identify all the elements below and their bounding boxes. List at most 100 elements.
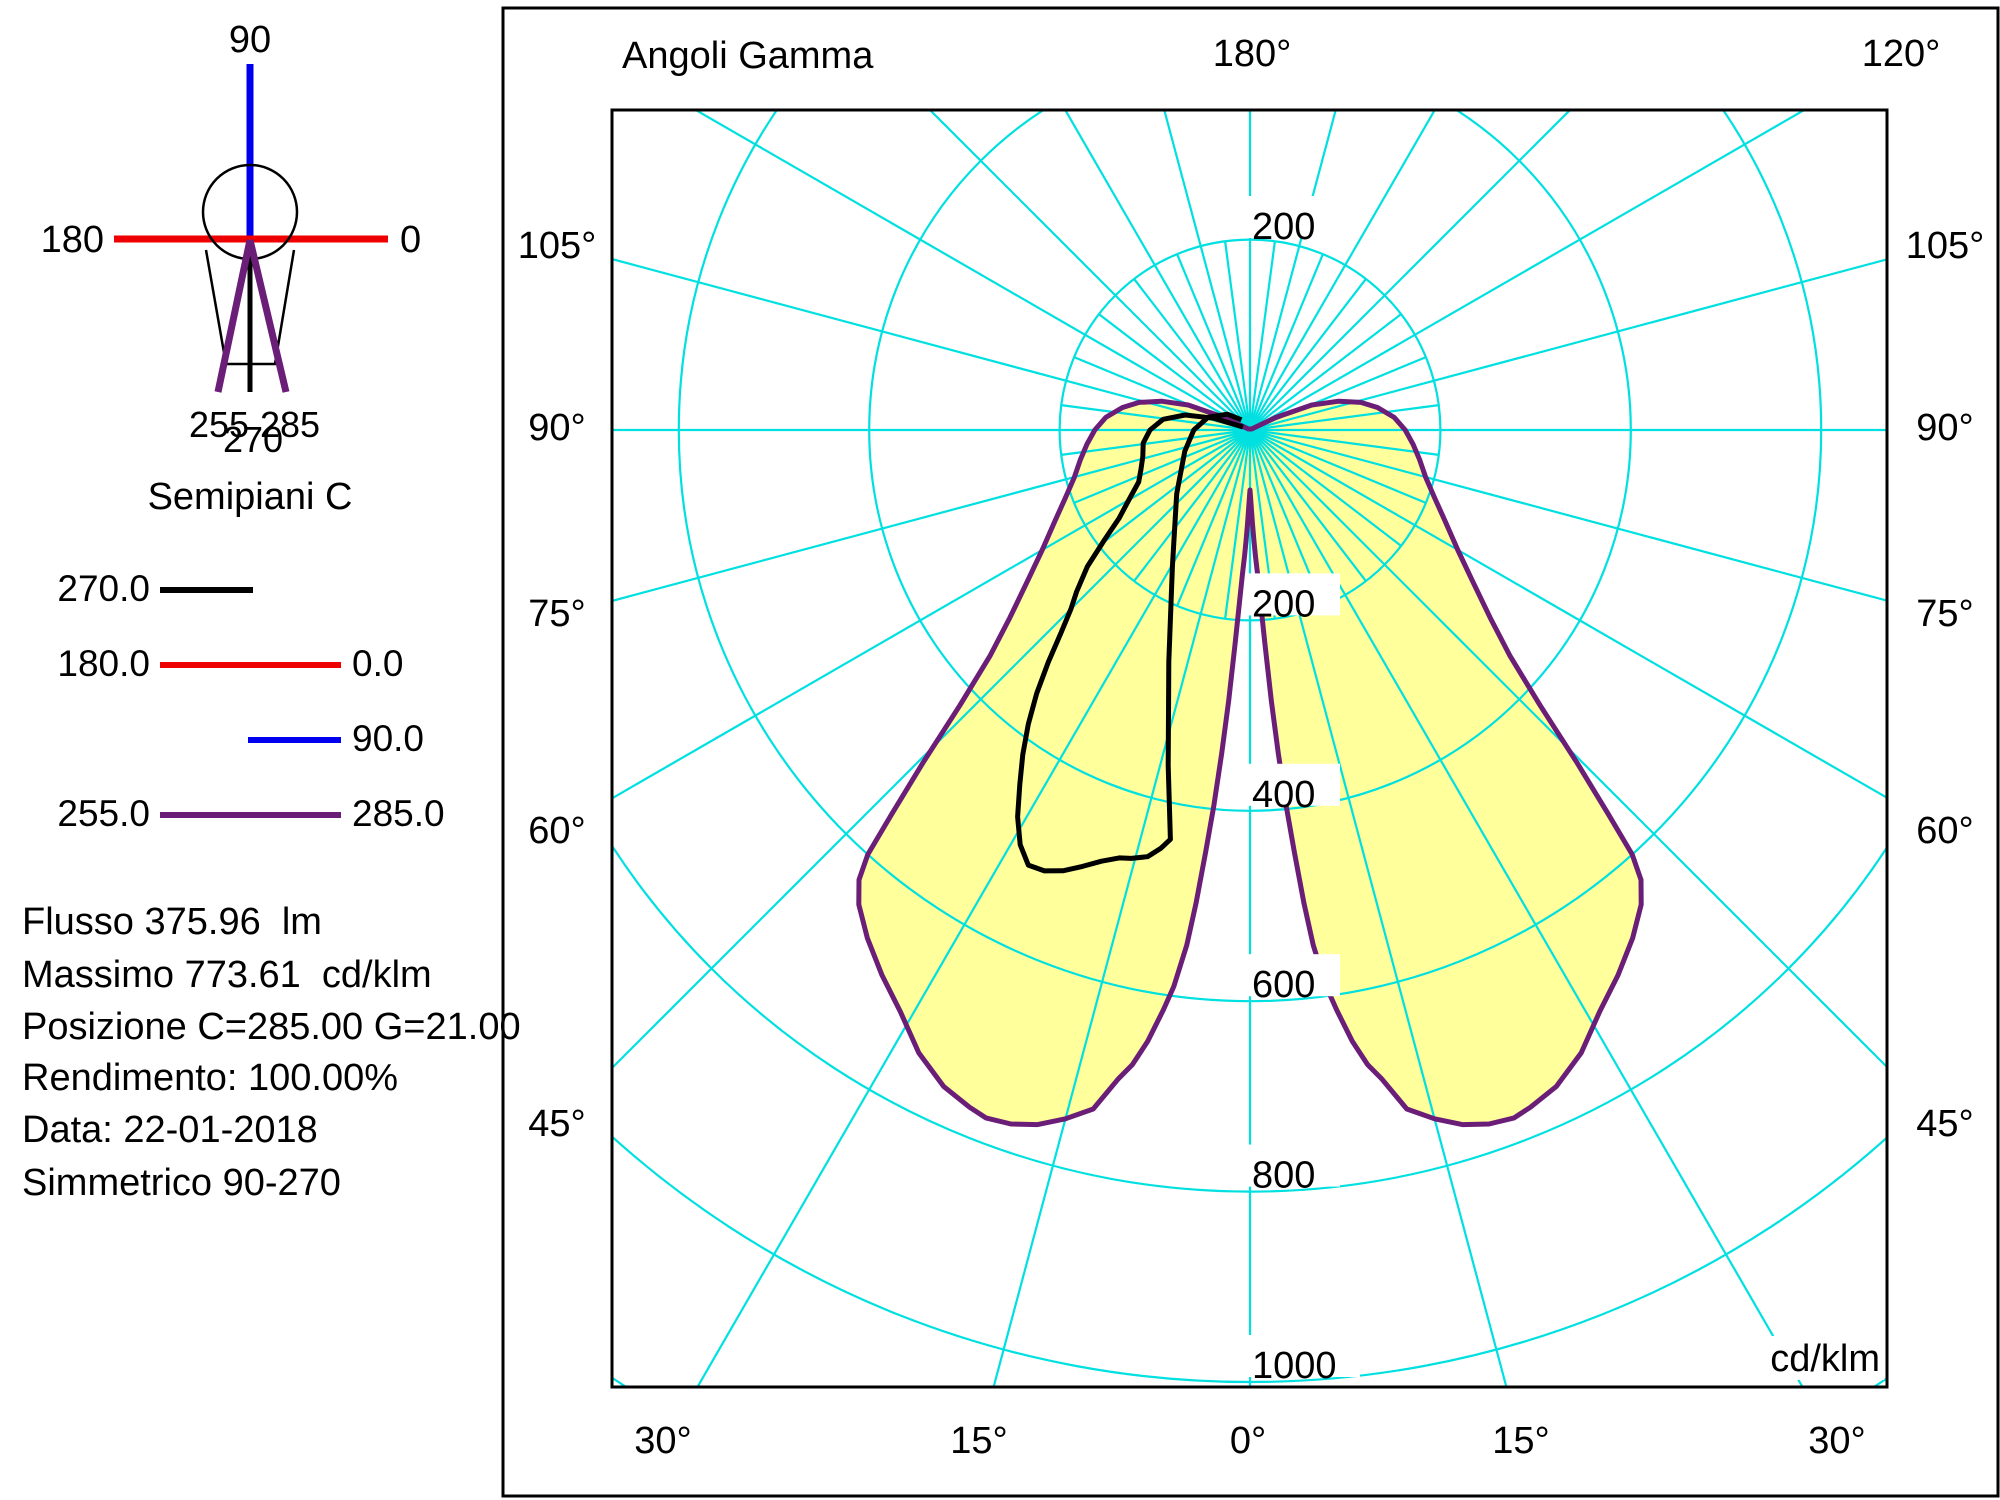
axis-0-label: 0	[400, 219, 421, 261]
gamma-label-bottom-2: 0°	[1230, 1420, 1266, 1462]
label-plate	[1248, 954, 1340, 997]
legend-left-label: 270.0	[57, 568, 150, 609]
gamma-spoke-30	[1249, 429, 1804, 1387]
legend-line-swatch	[160, 587, 253, 593]
gamma-spoke-150	[1249, 110, 1437, 431]
gamma-fine-spoke	[1176, 253, 1252, 431]
gamma-label-right-105°: 105°	[1906, 225, 1985, 267]
gamma-label-left-90°: 90°	[528, 407, 585, 449]
legend-left-label: 255.0	[57, 793, 150, 834]
gamma-fine-spoke	[1224, 241, 1252, 431]
radial-tick-label-600: 600	[1252, 964, 1315, 1006]
gamma-label-left-105°: 105°	[518, 225, 597, 267]
radial-tick-label-800: 800	[1252, 1155, 1315, 1197]
c-halfplanes-diagram: 90 180 0 255 270 285	[41, 19, 422, 460]
gamma-fine-spoke	[1073, 428, 1251, 504]
stats-line: Flusso 375.96 lm	[22, 901, 322, 943]
gamma-fine-spoke	[1249, 428, 1427, 504]
gamma-spoke-255	[612, 257, 1251, 432]
gamma-label-right-90°: 90°	[1916, 407, 1973, 449]
gamma-spoke-315	[612, 429, 1251, 1070]
gamma-label-left-75°: 75°	[528, 593, 585, 635]
legend-line-swatch	[160, 812, 341, 818]
gamma-spoke-285	[612, 428, 1251, 603]
stats-line: Rendimento: 100.00%	[22, 1057, 399, 1099]
intensity-fill-area	[858, 401, 1642, 1125]
gamma-spoke-240	[693, 110, 1251, 431]
radial-tick-label-top-200: 200	[1252, 206, 1315, 248]
legend-right-label: 90.0	[352, 718, 425, 759]
stats-line: Massimo 773.61 cd/klm	[22, 954, 432, 996]
stats-line: Simmetrico 90-270	[22, 1162, 341, 1204]
legend-line-swatch	[160, 662, 341, 668]
label-plate	[1762, 1336, 1884, 1380]
axis-180-label: 180	[41, 219, 104, 261]
gamma-fine-spoke	[1248, 253, 1324, 431]
gamma-fine-spoke	[1249, 428, 1439, 456]
gamma-label-right-45°: 45°	[1916, 1103, 1973, 1145]
gamma-fine-spoke	[1133, 429, 1251, 582]
legend-right-label: 0.0	[352, 643, 404, 684]
gamma-spoke-210	[1063, 110, 1251, 431]
label-plate	[1248, 1144, 1340, 1187]
gamma-fine-spoke	[1249, 429, 1402, 547]
stats-line: Data: 22-01-2018	[22, 1109, 318, 1151]
gamma-fine-spoke	[1249, 278, 1367, 431]
gamma-label-bottom-0: 30°	[634, 1420, 691, 1462]
gamma-spoke-195	[1163, 110, 1252, 431]
gamma-spoke-300	[612, 429, 1251, 800]
chart-inner-border	[610, 108, 1889, 1389]
gamma-spoke-45	[1249, 429, 1887, 1069]
gamma-label-top-180: 180°	[1213, 33, 1292, 75]
gamma-fine-spoke	[1249, 404, 1439, 432]
gamma-spoke-345	[992, 429, 1252, 1387]
gamma-label-bottom-4: 30°	[1808, 1420, 1865, 1462]
legend-right-label: 285.0	[352, 793, 445, 834]
gamma-spoke-120	[1249, 110, 1807, 431]
gamma-spoke-330	[696, 429, 1251, 1387]
label-plate	[1248, 1335, 1360, 1377]
gamma-label-bottom-1: 15°	[950, 1420, 1007, 1462]
c255-axis-line	[214, 239, 254, 393]
gamma-spoke-75	[1249, 428, 1887, 602]
gamma-spoke-15	[1248, 429, 1508, 1387]
gamma-fine-spoke	[1061, 404, 1251, 432]
radial-tick-label-200: 200	[1252, 583, 1315, 625]
c285-axis-line	[246, 239, 290, 393]
gamma-fine-spoke	[1098, 313, 1251, 431]
gamma-fine-spoke	[1133, 278, 1251, 431]
c270-curve	[1015, 411, 1244, 874]
radial-tick-label-1000: 1000	[1252, 1345, 1337, 1387]
chart-title: Angoli Gamma	[622, 35, 874, 77]
gamma-spoke-225	[928, 110, 1251, 431]
semipiani-title: Semipiani C	[147, 476, 353, 518]
radial-grid-circle-800	[612, 843, 1887, 1193]
axis-285-label: 285	[260, 404, 320, 445]
chart-outer-border	[501, 6, 2000, 1498]
c255-c285-curve	[856, 398, 1644, 1128]
gamma-label-left-60°: 60°	[528, 810, 585, 852]
radial-tick-label-400: 400	[1252, 774, 1315, 816]
label-plate	[1248, 763, 1340, 806]
gamma-label-left-45°: 45°	[528, 1103, 585, 1145]
axis-270-label: 270	[223, 419, 283, 460]
gamma-fine-spoke	[1176, 429, 1252, 607]
gamma-label-top-120: 120°	[1862, 33, 1941, 75]
gamma-fine-spoke	[1224, 429, 1252, 619]
axis-255-label: 255	[189, 404, 249, 445]
gamma-fine-spoke	[1248, 241, 1276, 431]
label-plate	[1248, 573, 1340, 616]
gamma-fine-spoke	[1249, 313, 1402, 431]
stats-line: Posizione C=285.00 G=21.00	[22, 1006, 521, 1048]
gamma-label-right-75°: 75°	[1916, 593, 1973, 635]
axis-90-label: 90	[229, 19, 271, 61]
legend-line-swatch	[248, 737, 341, 743]
gamma-spoke-60	[1249, 429, 1887, 800]
gamma-spoke-135	[1249, 110, 1572, 431]
gamma-fine-spoke	[1249, 429, 1367, 582]
unit-label: cd/klm	[1770, 1338, 1880, 1380]
gamma-label-right-60°: 60°	[1916, 810, 1973, 852]
